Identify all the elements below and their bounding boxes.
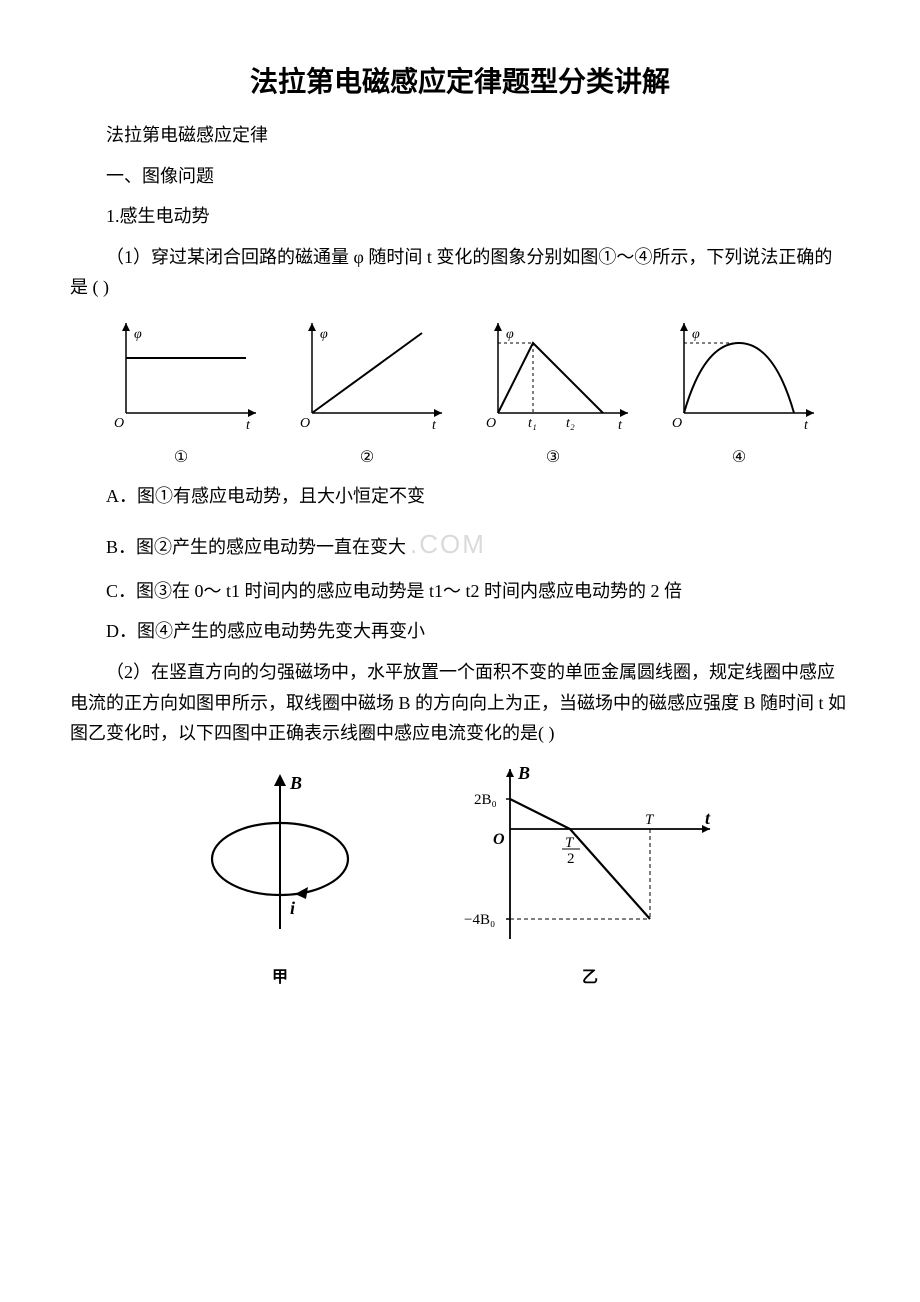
i-label: i xyxy=(290,898,295,918)
figure-yi-caption: 乙 xyxy=(582,963,598,987)
xtick-t2-den: 2 xyxy=(567,851,575,867)
t-axis-label: t xyxy=(705,808,711,828)
figure-row-2: B i 甲 B t O 2B₀ −4B₀ T xyxy=(70,759,850,987)
t-label-3: t xyxy=(618,418,623,433)
t-label: t xyxy=(246,418,251,433)
origin-yi: O xyxy=(493,831,505,848)
b-label: B xyxy=(289,773,302,793)
option-b: B．图②产生的感应电动势一直在变大.COM xyxy=(70,522,850,566)
t-label-2: t xyxy=(432,418,437,433)
origin-label-2: O xyxy=(300,416,310,431)
t-label-4: t xyxy=(804,418,809,433)
page-title: 法拉第电磁感应定律题型分类讲解 xyxy=(70,60,850,100)
b-axis-label: B xyxy=(517,763,530,783)
t2-label: t₂ xyxy=(566,416,575,431)
origin-label: O xyxy=(114,416,124,431)
option-b-text: B．图②产生的感应电动势一直在变大 xyxy=(106,537,406,557)
graph-3: φ t O t₁ t₂ ③ xyxy=(468,313,638,467)
figure-row-1: φ t O ① φ t O ② φ t xyxy=(70,313,850,467)
origin-label-3: O xyxy=(486,416,496,431)
section-1: 一、图像问题 xyxy=(70,161,850,192)
subsection-1: 1.感生电动势 xyxy=(70,201,850,232)
question-2: （2）在竖直方向的匀强磁场中，水平放置一个面积不变的单匝金属圆线圈，规定线圈中感… xyxy=(70,657,850,749)
question-1: （1）穿过某闭合回路的磁通量 φ 随时间 t 变化的图象分别如图①～④所示，下列… xyxy=(70,242,850,303)
xtick-T: T xyxy=(645,812,655,828)
figure-yi: B t O 2B₀ −4B₀ T 2 T 乙 xyxy=(450,759,730,987)
ytick-2b0: 2B₀ xyxy=(474,792,497,808)
origin-label-4: O xyxy=(672,416,682,431)
option-a: A．图①有感应电动势，且大小恒定不变 xyxy=(70,481,850,512)
ytick-neg4b0: −4B₀ xyxy=(464,912,495,928)
phi-label-4: φ xyxy=(692,327,700,342)
graph-4-caption: ④ xyxy=(732,447,746,467)
heading-law: 法拉第电磁感应定律 xyxy=(70,120,850,151)
option-d: D．图④产生的感应电动势先变大再变小 xyxy=(70,616,850,647)
graph-2: φ t O ② xyxy=(282,313,452,467)
graph-1-caption: ① xyxy=(174,447,188,467)
phi-label-2: φ xyxy=(320,327,328,342)
figure-jia-caption: 甲 xyxy=(272,963,288,987)
watermark-text: .COM xyxy=(410,529,486,559)
graph-1: φ t O ① xyxy=(96,313,266,467)
graph-4: φ t O ④ xyxy=(654,313,824,467)
t1-label: t₁ xyxy=(528,416,537,431)
graph-3-caption: ③ xyxy=(546,447,560,467)
option-c: C．图③在 0～ t1 时间内的感应电动势是 t1～ t2 时间内感应电动势的 … xyxy=(70,576,850,607)
phi-label-3: φ xyxy=(506,327,514,342)
figure-jia: B i 甲 xyxy=(190,759,370,987)
phi-label: φ xyxy=(134,327,142,342)
graph-2-caption: ② xyxy=(360,447,374,467)
